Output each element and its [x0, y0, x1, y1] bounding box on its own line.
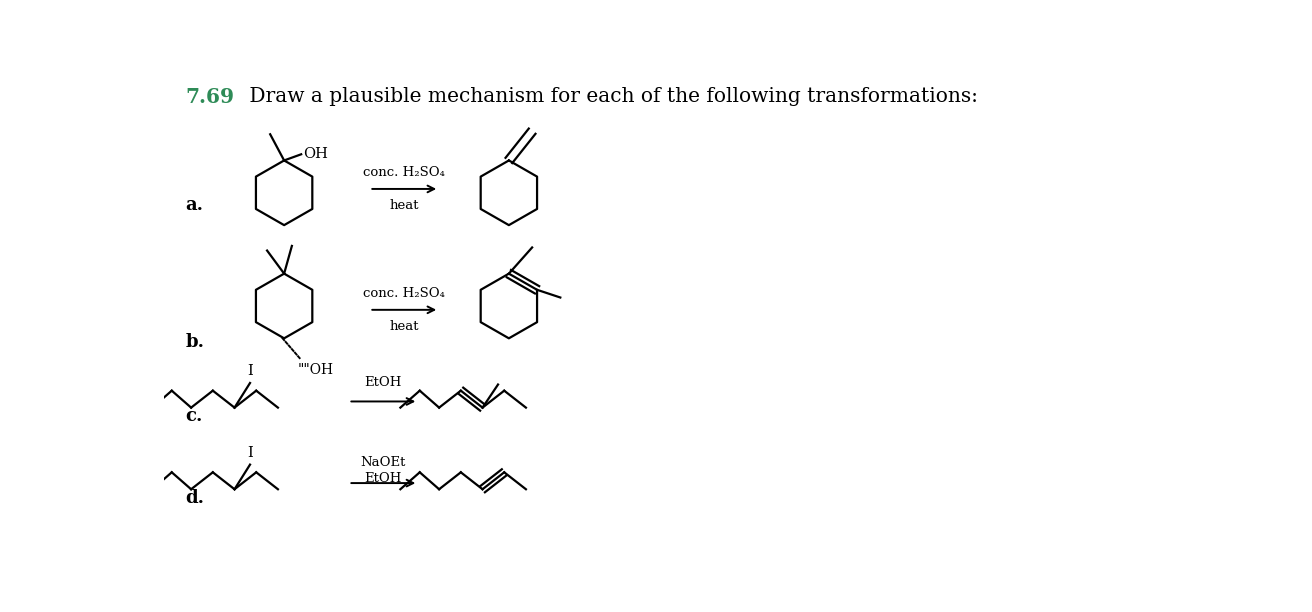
Text: EtOH: EtOH: [365, 472, 401, 485]
Text: NaOEt: NaOEt: [361, 456, 405, 469]
Text: 7.69: 7.69: [186, 86, 235, 106]
Text: c.: c.: [186, 408, 203, 425]
Text: conc. H₂SO₄: conc. H₂SO₄: [363, 287, 445, 300]
Text: conc. H₂SO₄: conc. H₂SO₄: [363, 166, 445, 179]
Text: Draw a plausible mechanism for each of the following transformations:: Draw a plausible mechanism for each of t…: [243, 86, 977, 105]
Text: b.: b.: [186, 333, 205, 351]
Text: heat: heat: [390, 320, 419, 333]
Text: d.: d.: [186, 489, 205, 507]
Text: OH: OH: [303, 147, 328, 162]
Text: a.: a.: [186, 196, 203, 214]
Text: I: I: [247, 364, 253, 378]
Text: heat: heat: [390, 199, 419, 212]
Text: ""OH: ""OH: [298, 363, 335, 377]
Text: I: I: [247, 446, 253, 460]
Text: EtOH: EtOH: [365, 376, 401, 389]
